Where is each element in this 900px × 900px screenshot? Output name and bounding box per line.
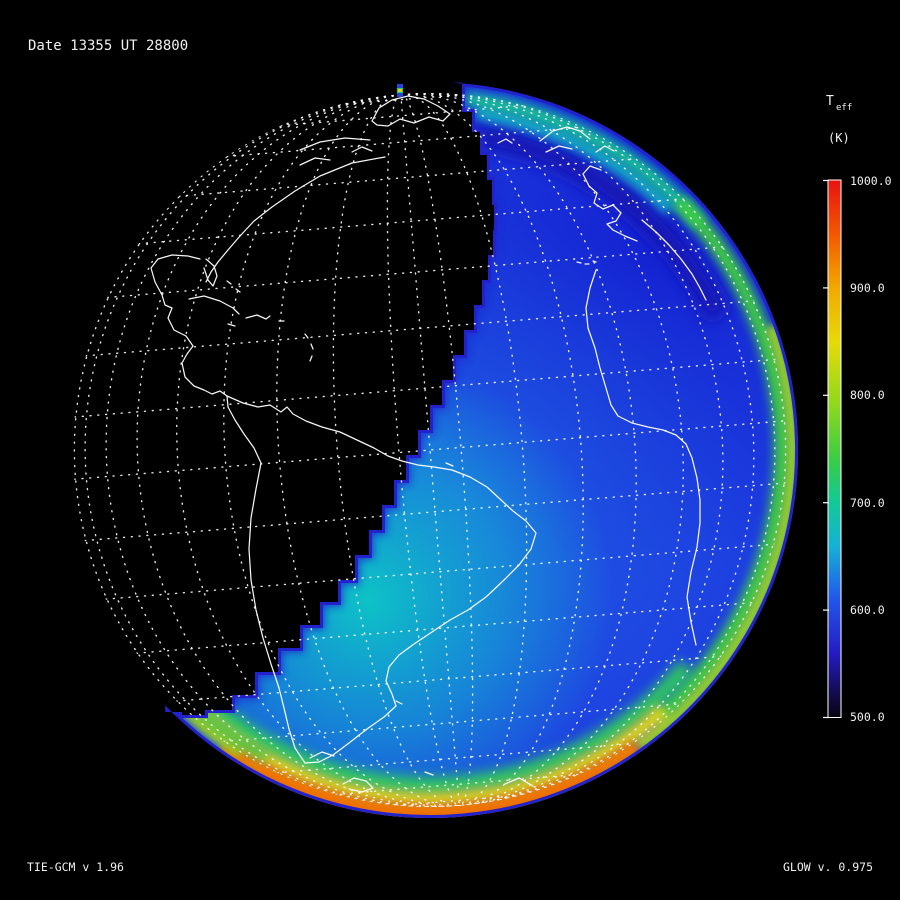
- graticule-line: [175, 655, 723, 702]
- coastline-north-america-east: [205, 156, 386, 283]
- tick-label: 900.0: [850, 281, 885, 295]
- tick-label: 800.0: [850, 388, 885, 402]
- glow-version-label: GLOW v. 0.975: [783, 860, 873, 874]
- limb-glow-arcs: [165, 90, 799, 819]
- tick-label: 700.0: [850, 496, 885, 510]
- coastline-canada-north: [299, 137, 373, 166]
- graticule-line: [73, 358, 777, 418]
- date-label: Date 13355 UT 28800: [28, 38, 188, 54]
- graticule-line: [84, 93, 460, 807]
- coastline-south-america-north: [226, 395, 453, 471]
- graticule-line: [400, 93, 776, 807]
- graticule-line: [335, 773, 580, 796]
- north-pole-marker: [397, 84, 403, 97]
- graticule-line: [178, 157, 638, 197]
- pole-cell-blue-bottom: [397, 93, 403, 97]
- pole-cell-yellow: [398, 89, 402, 92]
- colorbar-tick-labels: 1000.0 900.0 800.0 700.0 600.0 500.0: [850, 174, 892, 724]
- model-version-label: TIE-GCM v 1.96: [27, 860, 124, 874]
- graticule-line: [276, 93, 460, 807]
- colorbar-tick-marks: [823, 179, 829, 719]
- graticule-line: [106, 246, 725, 299]
- coastlines: [100, 95, 707, 793]
- pole-cell-blue-top: [397, 84, 403, 88]
- graticule-line: [223, 93, 460, 807]
- coastline-greenland: [371, 95, 451, 127]
- coastline-hispaniola-antilles: [226, 280, 314, 362]
- colorbar: T eff (K) 1000.0 900.0 800.0 700.0 600.0…: [823, 94, 892, 724]
- graticule-line: [135, 601, 754, 654]
- graticule-line: [280, 104, 525, 127]
- graticule-line: [400, 93, 637, 807]
- coastline-south-america-west: [226, 395, 306, 764]
- coastline-tierra-del-fuego-falklands: [309, 462, 454, 759]
- graticule-line: [400, 93, 584, 807]
- graticule-line: [276, 742, 634, 774]
- graticule-line: [176, 93, 460, 807]
- coastline-gulf-mexico-central-america: [150, 254, 228, 397]
- colorbar-units: (K): [828, 131, 850, 145]
- graticule-line: [400, 93, 684, 807]
- graticule: [73, 93, 787, 807]
- graticule-line: [400, 93, 474, 807]
- graticule-line: [338, 93, 464, 106]
- graticule-line: [84, 300, 756, 357]
- graticule-line: [226, 126, 584, 158]
- limb-south-green-band: [173, 660, 694, 795]
- coastline-cuba: [188, 295, 240, 315]
- graticule-layer: [73, 93, 787, 807]
- graticule-line: [104, 543, 776, 600]
- coastline-florida: [203, 258, 218, 287]
- coastline-canary-islands: [576, 260, 597, 265]
- tick-label: 1000.0: [850, 174, 892, 188]
- graticule-line: [83, 482, 787, 542]
- graticule-line: [137, 198, 685, 245]
- coastline-antarctica: [342, 771, 534, 793]
- coastline-mediterranean: [641, 219, 707, 301]
- graticule-line: [396, 794, 522, 807]
- graticule-line: [386, 93, 460, 807]
- tick-label: 600.0: [850, 603, 885, 617]
- colorbar-title-subscript: eff: [836, 103, 852, 113]
- colorbar-scale: [827, 179, 842, 718]
- colorbar-title: T: [826, 94, 834, 109]
- tick-label: 500.0: [850, 710, 885, 724]
- limb-green-band: [650, 195, 791, 727]
- limb-yellowgreen-band: [634, 324, 799, 752]
- graticule-line: [400, 93, 724, 807]
- coastline-south-america-east: [304, 469, 537, 764]
- graticule-line: [136, 93, 460, 807]
- coastline-africa-west: [585, 269, 701, 646]
- graticule-line: [222, 703, 682, 743]
